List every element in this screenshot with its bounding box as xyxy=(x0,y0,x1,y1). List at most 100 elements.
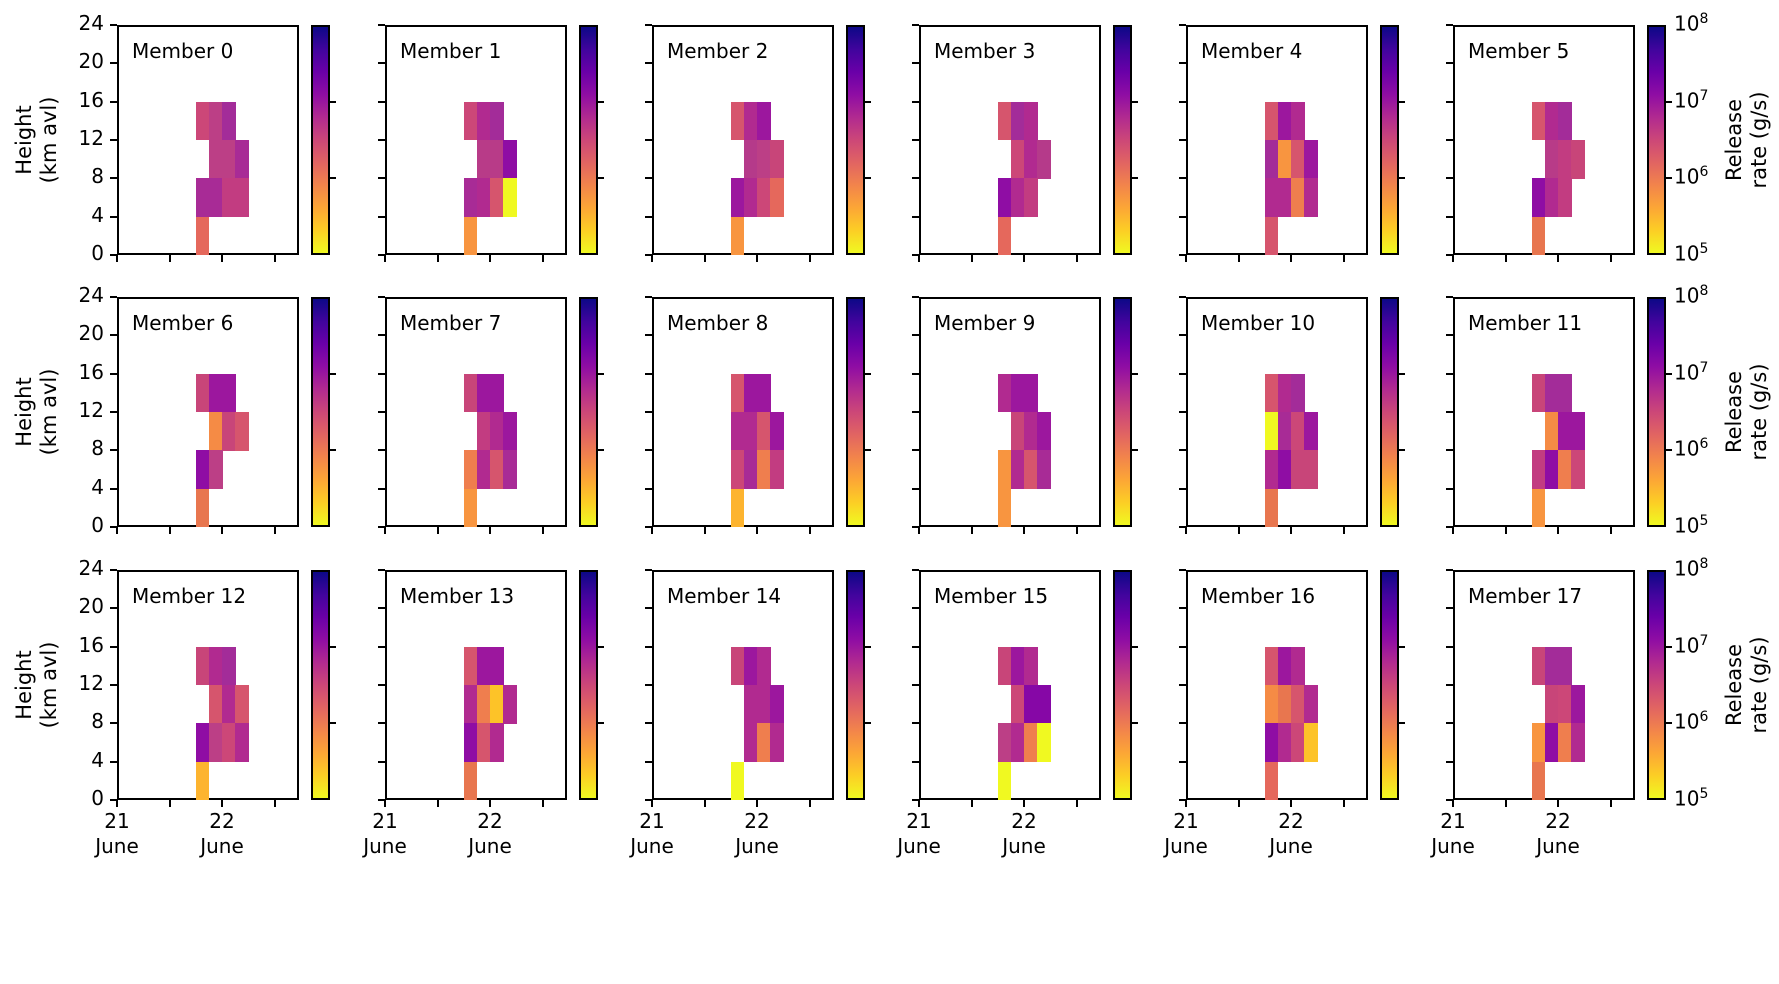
heat-cell xyxy=(1304,723,1318,763)
y-axis-tick xyxy=(1446,334,1453,337)
x-axis-tick xyxy=(384,800,386,807)
member-title: Member 15 xyxy=(934,584,1049,608)
x-axis-tick xyxy=(1504,255,1507,262)
member-panel-3: Member 3 xyxy=(919,25,1101,256)
heat-cell xyxy=(1291,685,1305,724)
heat-cell xyxy=(1571,723,1585,763)
colorbar-tick xyxy=(1132,645,1138,648)
heat-cell xyxy=(1558,373,1572,413)
heat-cell xyxy=(476,178,491,218)
heat-cell xyxy=(195,216,210,256)
colorbar xyxy=(311,297,330,527)
y-axis-tick xyxy=(1179,569,1186,571)
heat-cell xyxy=(208,140,223,179)
y-axis-tick xyxy=(645,449,652,452)
colorbar xyxy=(1113,297,1132,527)
y-axis-tick xyxy=(1446,372,1453,375)
heat-cell xyxy=(476,373,491,413)
colorbar-tick-label: 106 xyxy=(1674,436,1709,461)
x-axis-tick xyxy=(1075,800,1078,807)
heat-cell xyxy=(730,101,745,141)
x-axis-tick xyxy=(116,527,118,534)
y-axis-tick xyxy=(912,215,919,218)
y-axis-tick xyxy=(645,760,652,763)
heat-cell xyxy=(463,723,478,763)
member-title: Member 12 xyxy=(132,584,247,608)
y-axis-tick xyxy=(1446,62,1453,65)
y-axis-tick xyxy=(912,254,919,256)
y-axis-tick xyxy=(645,62,652,65)
colorbar-tick-label: 108 xyxy=(1674,11,1709,36)
heat-cell xyxy=(997,488,1012,528)
y-axis-tick xyxy=(912,645,919,648)
y-axis-tick xyxy=(378,569,385,571)
y-axis-tick xyxy=(1179,372,1186,375)
x-axis-tick xyxy=(489,800,491,807)
heat-cell xyxy=(1531,101,1546,141)
y-tick-label: 12 xyxy=(78,126,104,150)
y-axis-tick xyxy=(1179,526,1186,528)
y-axis-tick xyxy=(645,215,652,218)
member-title: Member 13 xyxy=(400,584,515,608)
x-axis-tick xyxy=(1185,527,1187,534)
x-axis-tick xyxy=(1609,527,1612,534)
heat-cell xyxy=(476,101,491,141)
heat-cell xyxy=(730,178,745,218)
y-tick-label: 24 xyxy=(78,283,104,307)
heat-cell xyxy=(1291,101,1305,141)
y-axis-tick xyxy=(1446,100,1453,103)
heat-cell xyxy=(730,216,745,256)
heat-cell xyxy=(1291,178,1305,218)
heat-cell xyxy=(463,450,478,490)
y-tick-label: 16 xyxy=(78,359,104,384)
colorbar-tick xyxy=(330,449,336,452)
y-axis-label: Height (km avl) xyxy=(12,368,62,456)
x-axis-tick xyxy=(1342,255,1345,262)
heat-cell xyxy=(770,723,784,763)
heat-cell xyxy=(730,450,745,490)
x-axis-tick xyxy=(221,255,223,262)
member-panel-17: Member 17 xyxy=(1453,570,1635,801)
y-axis-tick xyxy=(1179,62,1186,65)
y-axis-tick xyxy=(1446,177,1453,180)
y-axis-tick xyxy=(1446,799,1453,801)
x-axis-tick xyxy=(273,800,276,807)
heat-cell xyxy=(1037,412,1051,451)
x-axis-tick xyxy=(703,800,706,807)
heat-cell xyxy=(1264,761,1279,801)
y-axis-tick xyxy=(912,607,919,610)
heat-cell xyxy=(490,412,504,451)
colorbar-tick xyxy=(1132,100,1138,103)
heat-cell xyxy=(743,178,758,218)
y-axis-tick xyxy=(1179,684,1186,686)
x-axis-tick xyxy=(1290,255,1292,262)
y-axis-tick xyxy=(1179,449,1186,452)
colorbar-tick xyxy=(1399,372,1405,375)
y-axis-tick xyxy=(912,62,919,65)
colorbar-axis-label: Release rate (g/s) xyxy=(1722,636,1772,734)
member-title: Member 3 xyxy=(934,39,1036,63)
heat-cell xyxy=(1037,723,1051,763)
heat-cell xyxy=(463,761,478,801)
heat-cell xyxy=(1037,450,1051,490)
colorbar-axis-label: Release rate (g/s) xyxy=(1722,363,1772,461)
heat-cell xyxy=(1024,178,1038,218)
x-axis-tick xyxy=(384,527,386,534)
colorbar-tick-label: 105 xyxy=(1674,786,1709,811)
heat-cell xyxy=(1277,450,1292,490)
x-axis-tick xyxy=(1504,527,1507,534)
x-tick-label: 22 June xyxy=(200,809,244,858)
x-axis-tick xyxy=(808,800,811,807)
colorbar xyxy=(311,570,330,800)
heat-cell xyxy=(463,373,478,413)
heat-cell xyxy=(743,450,758,490)
heat-cell xyxy=(1010,685,1025,724)
heat-cell xyxy=(235,685,249,724)
y-tick-label: 8 xyxy=(91,164,104,189)
y-axis-tick xyxy=(378,607,385,610)
heat-cell xyxy=(730,646,745,686)
heat-cell xyxy=(997,373,1012,413)
y-axis-tick xyxy=(378,62,385,65)
x-axis-tick xyxy=(918,527,920,534)
colorbar-tick xyxy=(865,722,871,725)
